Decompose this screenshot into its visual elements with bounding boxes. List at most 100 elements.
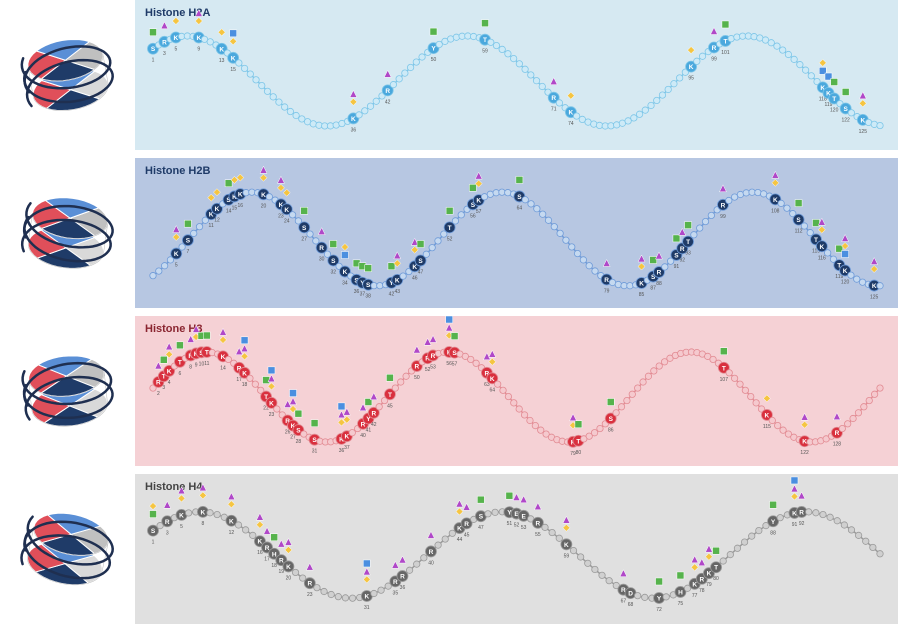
svg-text:R: R [319, 245, 324, 252]
svg-text:99: 99 [720, 214, 726, 220]
svg-text:K: K [238, 192, 243, 199]
svg-text:53: 53 [430, 364, 436, 370]
nucleosome-icon [0, 474, 135, 624]
svg-text:R: R [429, 549, 434, 556]
svg-text:128: 128 [833, 442, 842, 448]
svg-text:S: S [151, 528, 156, 535]
svg-text:53: 53 [521, 525, 527, 531]
svg-text:88: 88 [770, 530, 776, 536]
svg-text:K: K [215, 206, 220, 213]
svg-text:24: 24 [284, 218, 290, 224]
svg-text:50: 50 [414, 375, 420, 381]
svg-text:Y: Y [771, 519, 776, 526]
svg-text:T: T [205, 350, 209, 357]
svg-text:125: 125 [859, 129, 868, 135]
svg-text:D: D [628, 591, 633, 598]
svg-text:K: K [343, 269, 348, 276]
svg-text:85: 85 [639, 292, 645, 298]
svg-text:55: 55 [535, 532, 541, 538]
svg-text:27: 27 [301, 236, 307, 242]
svg-text:H: H [678, 589, 683, 596]
svg-text:50: 50 [431, 57, 437, 63]
panel-h4: Histone H4S1R3K5K8K12K16R17H18R19K20R23K… [135, 474, 898, 624]
svg-text:S: S [843, 106, 848, 113]
svg-text:101: 101 [721, 50, 730, 56]
svg-text:43: 43 [394, 289, 400, 295]
row-h2b: Histone H2BK5S7K11K12S14K15K16K20K23K24S… [0, 158, 908, 308]
svg-text:S: S [796, 217, 801, 224]
svg-text:2: 2 [157, 391, 160, 397]
svg-text:15: 15 [230, 67, 236, 73]
svg-text:91: 91 [792, 522, 798, 528]
svg-text:31: 31 [364, 605, 370, 611]
svg-text:46: 46 [412, 275, 418, 281]
svg-text:79: 79 [604, 288, 610, 294]
svg-text:K: K [564, 542, 569, 549]
svg-text:T: T [722, 365, 726, 372]
svg-text:80: 80 [576, 450, 582, 456]
svg-text:42: 42 [371, 422, 377, 428]
svg-text:T: T [178, 359, 182, 366]
svg-text:K: K [261, 192, 266, 199]
svg-text:23: 23 [307, 592, 313, 598]
svg-text:86: 86 [608, 428, 614, 434]
svg-text:H: H [272, 551, 277, 558]
histone-wave: Histone H4S1R3K5K8K12K16R17H18R19K20R23K… [135, 474, 898, 624]
svg-text:K: K [689, 64, 694, 71]
svg-text:79: 79 [706, 582, 712, 588]
svg-text:35: 35 [393, 590, 399, 596]
row-h4: Histone H4S1R3K5K8K12K16R17H18R19K20R23K… [0, 474, 908, 624]
svg-text:S: S [517, 194, 522, 201]
svg-text:K: K [707, 571, 712, 578]
svg-text:14: 14 [220, 365, 226, 371]
svg-text:112: 112 [795, 229, 803, 235]
svg-text:Histone H3: Histone H3 [145, 323, 202, 335]
svg-text:R: R [551, 95, 556, 102]
svg-text:41: 41 [366, 428, 372, 434]
svg-text:57: 57 [452, 362, 458, 368]
svg-text:20: 20 [261, 203, 267, 209]
svg-text:R: R [464, 521, 469, 528]
svg-text:R: R [680, 246, 685, 253]
svg-text:40: 40 [428, 560, 434, 566]
svg-text:13: 13 [219, 58, 225, 64]
svg-text:5: 5 [175, 263, 178, 269]
svg-text:T: T [388, 392, 392, 399]
svg-text:74: 74 [568, 121, 574, 127]
svg-text:12: 12 [229, 530, 235, 536]
svg-text:115: 115 [763, 424, 771, 430]
svg-text:R: R [657, 270, 662, 277]
svg-text:67: 67 [621, 599, 627, 605]
svg-text:3: 3 [166, 530, 169, 536]
svg-text:S: S [186, 238, 191, 245]
svg-text:K: K [476, 198, 481, 205]
svg-text:16: 16 [257, 550, 263, 556]
svg-text:64: 64 [517, 205, 523, 211]
row-h2a: Histone H2AS1R3K5K9K13K15K36R42Y50T59R71… [0, 0, 908, 150]
svg-text:R: R [835, 430, 840, 437]
svg-text:11: 11 [209, 223, 214, 229]
nucleosome-icon [0, 0, 135, 150]
svg-text:T: T [448, 225, 452, 232]
svg-text:116: 116 [818, 255, 826, 261]
svg-text:18: 18 [242, 382, 248, 388]
svg-text:71: 71 [551, 107, 557, 113]
svg-text:K: K [179, 512, 184, 519]
nucleosome-icon [0, 158, 135, 308]
histone-wave: Histone H3R2T3K4T6R8K9S10T11K14R17K18T22… [135, 316, 898, 466]
svg-text:K: K [819, 244, 824, 251]
svg-text:8: 8 [189, 364, 192, 370]
svg-text:K: K [174, 251, 179, 258]
svg-text:68: 68 [628, 602, 634, 608]
svg-text:7: 7 [187, 249, 190, 255]
svg-text:9: 9 [197, 46, 200, 52]
svg-text:T: T [832, 96, 836, 103]
svg-text:108: 108 [771, 208, 780, 214]
svg-text:T: T [576, 438, 580, 445]
svg-text:R: R [712, 45, 717, 52]
svg-text:R: R [536, 520, 541, 527]
svg-text:S: S [366, 282, 371, 289]
svg-text:R: R [799, 509, 804, 516]
svg-text:32: 32 [331, 269, 337, 275]
svg-text:K: K [231, 55, 236, 62]
